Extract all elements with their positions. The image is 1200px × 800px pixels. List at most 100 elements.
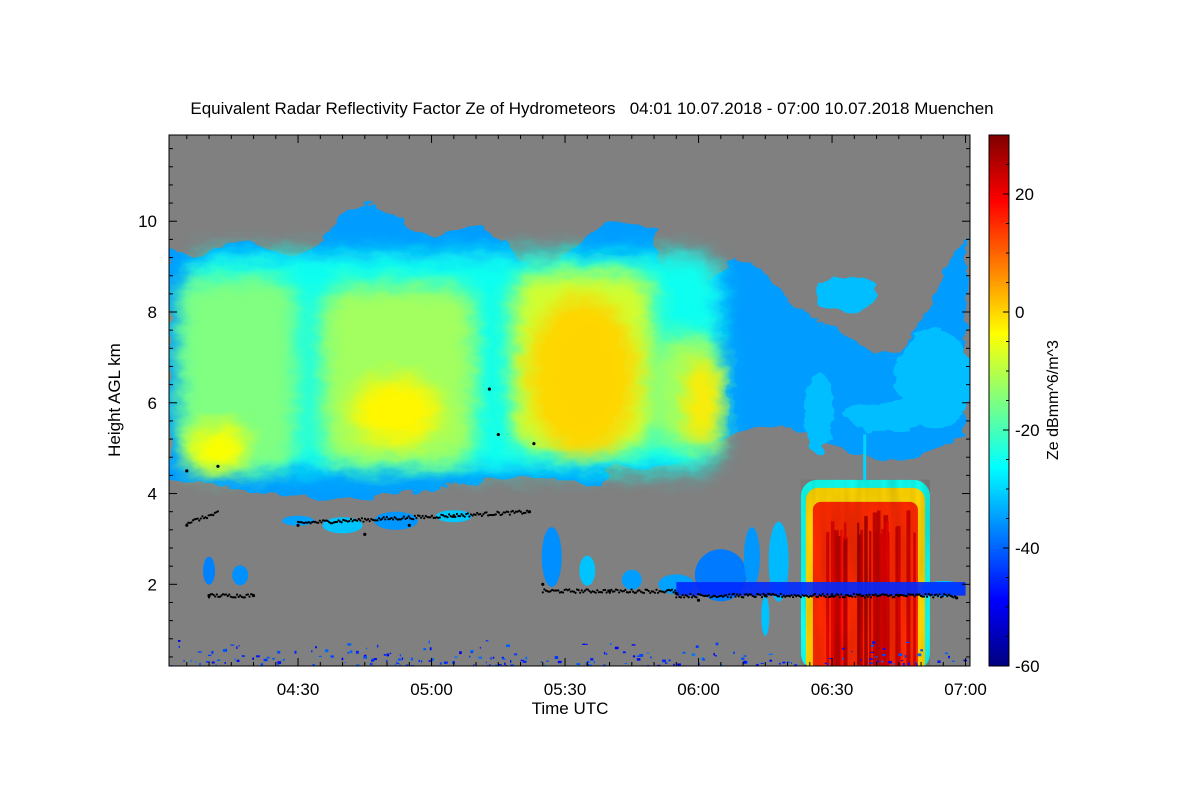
clutter-speckle [230,644,235,646]
clutter-speckle [492,656,495,659]
cloud-base-point [874,593,877,596]
cloud-base-point [653,591,657,594]
cloud-base-point [944,593,947,596]
clutter-speckle [325,649,329,653]
clutter-speckle [389,652,392,655]
cloud-base-point [225,593,228,596]
cloud-base-point [235,593,239,596]
cloud-base-point [687,596,690,599]
clutter-speckle [215,664,217,666]
cloud-base-point [541,582,545,586]
clutter-speckle [882,647,886,651]
clutter-speckle [236,646,238,649]
clutter-speckle [743,655,747,657]
cloud-base-point [579,591,582,594]
cloud-base-point [487,387,491,391]
cloud-base-point [866,595,869,598]
clutter-speckle [510,664,514,666]
cloud-base-point [356,519,359,522]
clutter-speckle [504,662,506,665]
y-tick-label: 8 [148,303,157,322]
cloud-base-point [925,595,929,598]
clutter-speckle [238,645,240,647]
clutter-speckle [546,660,549,662]
cloud-base-point [555,589,558,592]
clutter-speckle [920,649,924,652]
clutter-speckle [366,647,368,650]
cloud-base-point [908,593,912,596]
clutter-speckle [234,658,236,661]
cloud-base-point [185,523,188,526]
cloud-base-point [421,514,424,518]
clutter-speckle [881,660,884,663]
clutter-speckle [677,663,681,666]
clutter-speckle [587,664,590,666]
cloud-hot-core [187,423,248,474]
colorbar-label: Ze dBmm^6/m^3 [1045,340,1062,460]
clutter-speckle [842,657,844,660]
clutter-speckle [225,648,228,652]
clutter-speckle [540,661,542,663]
clutter-speckle [479,647,482,649]
cloud-base-point [376,519,379,522]
low-cloud-band [676,582,966,596]
clutter-speckle [915,663,917,665]
cloud-base-point [826,593,829,596]
cloud-base-point [393,516,396,519]
cloud-base-point [840,593,843,596]
y-tick-label: 4 [148,485,157,504]
cloud-base-point [362,520,365,523]
cloud-base-point [863,596,866,599]
plot-area [168,134,971,667]
clutter-speckle [590,658,594,661]
cloud-base-point [497,511,501,514]
cloud-base-point [474,513,477,517]
cloud-base-point [554,589,557,592]
clutter-speckle [494,664,498,666]
clutter-speckle [870,644,874,647]
x-tick-label: 05:00 [410,680,453,699]
cloud-base-point [424,514,427,518]
cloud-base-point [681,594,684,597]
cloud-base-point [251,593,254,596]
clutter-speckle [614,646,619,650]
cloud-base-point [455,512,459,516]
cloud-base-point [594,591,597,594]
cloud-base-point [788,595,792,598]
y-axis: 2 4 6 8 10 [138,148,970,658]
clutter-speckle [525,656,528,660]
cloud-base-point [707,594,711,597]
clutter-speckle [639,654,644,657]
cloud-base-point [610,588,613,591]
cloud-base-point [632,590,635,593]
cloud-base-point [335,520,339,524]
clutter-speckle [554,656,559,659]
clutter-speckle [266,656,270,659]
clutter-speckle [691,653,696,656]
cloud-base-point [720,594,723,597]
clutter-speckle [399,654,401,657]
cloud-base-point [480,514,483,518]
cloud-base-point [363,532,367,536]
clutter-speckle [386,653,390,657]
cloud-base-point [695,596,698,599]
cloud-base-point [198,519,201,522]
cloud-base-point [462,514,465,517]
clutter-speckle [756,663,759,666]
clutter-speckle [576,663,580,666]
cloud-base-point [655,588,658,591]
cloud-base-point [824,595,827,599]
cloud-base-point [793,593,796,597]
cloud-base-point [402,515,406,518]
cloud-base-point [806,594,809,598]
cloud-base-point [463,515,466,518]
cloud-base-point [647,589,650,593]
clutter-speckle [760,662,764,664]
cloud-base-point [605,591,608,594]
cloud-base-point [672,591,675,594]
cloud-base-point [307,520,311,524]
clutter-speckle [605,653,608,655]
x-axis-label: Time UTC [532,699,609,718]
colorbar-tick-label: -40 [1015,539,1040,558]
